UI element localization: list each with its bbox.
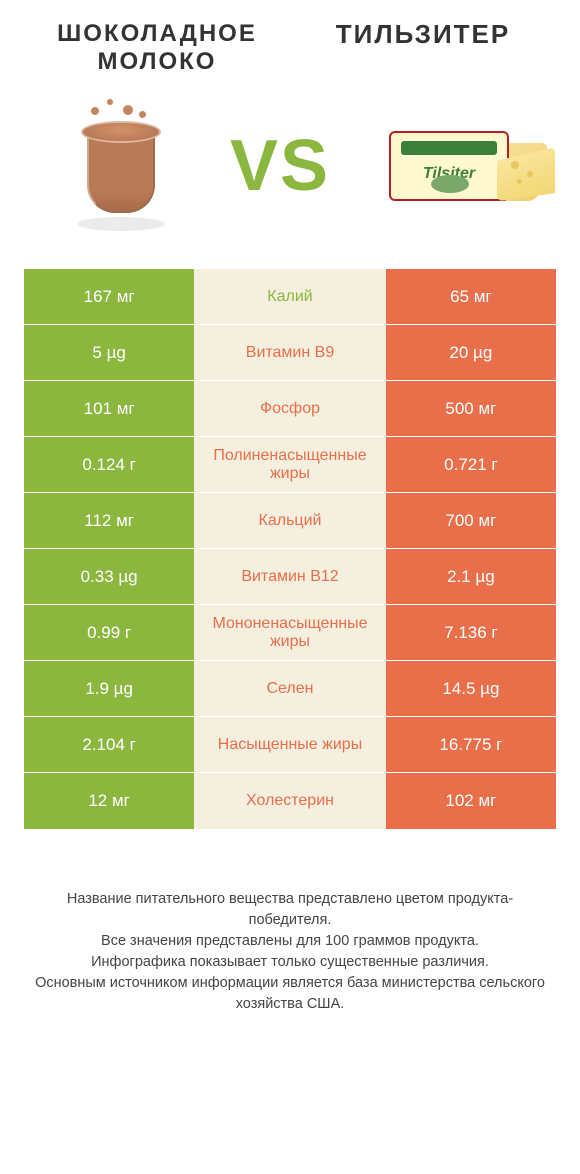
value-left: 167 мг <box>24 269 194 325</box>
table-row: 12 мгХолестерин102 мг <box>24 773 556 829</box>
vs-label: VS <box>230 125 330 207</box>
nutrient-label: Кальций <box>194 493 386 549</box>
value-left: 1.9 µg <box>24 661 194 717</box>
value-right: 0.721 г <box>386 437 556 493</box>
value-right: 65 мг <box>386 269 556 325</box>
nutrient-label: Витамин B9 <box>194 325 386 381</box>
footer-line: Основным источником информации является … <box>30 973 550 1015</box>
value-left: 112 мг <box>24 493 194 549</box>
nutrient-label: Селен <box>194 661 386 717</box>
table-row: 2.104 гНасыщенные жиры16.775 г <box>24 717 556 773</box>
value-right: 700 мг <box>386 493 556 549</box>
table-row: 0.124 гПолиненасыщенные жиры0.721 г <box>24 437 556 493</box>
value-right: 14.5 µg <box>386 661 556 717</box>
footer-notes: Название питательного вещества представл… <box>24 889 556 1015</box>
value-left: 0.124 г <box>24 437 194 493</box>
tilsiter-cheese-icon: Tilsiter <box>364 106 534 226</box>
table-row: 167 мгКалий65 мг <box>24 269 556 325</box>
value-right: 20 µg <box>386 325 556 381</box>
table-row: 101 мгФосфор500 мг <box>24 381 556 437</box>
hero-row: VS Tilsiter <box>24 91 556 241</box>
nutrient-label: Мононенасыщенные жиры <box>194 605 386 661</box>
nutrient-label: Калий <box>194 269 386 325</box>
chocolate-milk-icon <box>46 91 196 241</box>
table-row: 112 мгКальций700 мг <box>24 493 556 549</box>
footer-line: Все значения представлены для 100 граммо… <box>30 931 550 952</box>
nutrient-table: 167 мгКалий65 мг5 µgВитамин B920 µg101 м… <box>24 269 556 829</box>
title-left: ШОКОЛАДНОЕ МОЛОКО <box>24 20 290 75</box>
value-left: 0.33 µg <box>24 549 194 605</box>
value-left: 0.99 г <box>24 605 194 661</box>
nutrient-label: Полиненасыщенные жиры <box>194 437 386 493</box>
value-left: 12 мг <box>24 773 194 829</box>
title-right: ТИЛЬЗИТЕР <box>290 20 556 50</box>
value-left: 2.104 г <box>24 717 194 773</box>
nutrient-label: Витамин B12 <box>194 549 386 605</box>
value-right: 2.1 µg <box>386 549 556 605</box>
titles-row: ШОКОЛАДНОЕ МОЛОКО ТИЛЬЗИТЕР <box>24 20 556 75</box>
value-left: 101 мг <box>24 381 194 437</box>
value-right: 16.775 г <box>386 717 556 773</box>
table-row: 0.99 гМононенасыщенные жиры7.136 г <box>24 605 556 661</box>
table-row: 1.9 µgСелен14.5 µg <box>24 661 556 717</box>
table-row: 5 µgВитамин B920 µg <box>24 325 556 381</box>
comparison-infographic: ШОКОЛАДНОЕ МОЛОКО ТИЛЬЗИТЕР VS <box>0 0 580 1045</box>
value-right: 500 мг <box>386 381 556 437</box>
footer-line: Инфографика показывает только существенн… <box>30 952 550 973</box>
table-row: 0.33 µgВитамин B122.1 µg <box>24 549 556 605</box>
value-right: 7.136 г <box>386 605 556 661</box>
nutrient-label: Насыщенные жиры <box>194 717 386 773</box>
footer-line: Название питательного вещества представл… <box>30 889 550 931</box>
value-left: 5 µg <box>24 325 194 381</box>
value-right: 102 мг <box>386 773 556 829</box>
nutrient-label: Фосфор <box>194 381 386 437</box>
nutrient-label: Холестерин <box>194 773 386 829</box>
